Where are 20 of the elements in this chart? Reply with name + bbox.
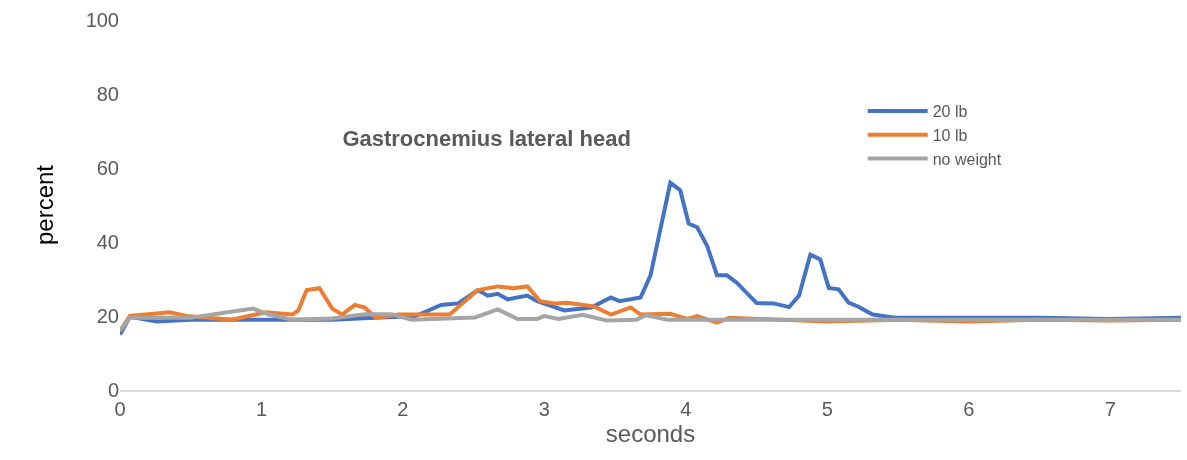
legend-label: 10 lb [932, 126, 968, 144]
x-tick-label: 2 [397, 398, 409, 420]
y-tick-label: 80 [96, 83, 119, 105]
y-tick-label: 100 [85, 9, 119, 31]
x-tick-label: 1 [255, 398, 268, 420]
y-axis-title: percent [30, 164, 58, 246]
x-tick-label: 5 [821, 398, 833, 420]
legend-label: no weight [932, 150, 1002, 168]
line-series [120, 306, 1181, 333]
y-tick-label: 20 [96, 305, 119, 327]
x-tick-label: 3 [538, 398, 550, 420]
x-tick-label: 4 [680, 398, 692, 420]
text: Gastrocnemius lateral head [342, 125, 631, 151]
x-tick-label: 7 [1104, 398, 1116, 420]
x-axis-title: seconds [605, 420, 696, 447]
y-tick-label: 40 [96, 231, 119, 253]
y-tick-label: 0 [107, 379, 119, 401]
y-tick-label: 60 [96, 157, 119, 179]
legend-label: 20 lb [932, 103, 968, 121]
x-tick-label: 6 [963, 398, 975, 420]
